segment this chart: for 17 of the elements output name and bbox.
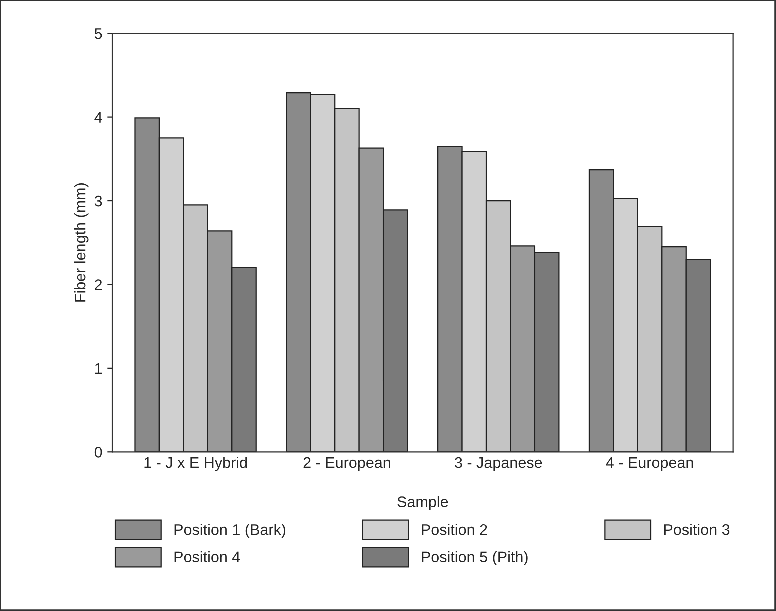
y-tick-label: 2 xyxy=(95,280,102,290)
x-tick-label: 3 - Japanese xyxy=(455,457,542,472)
legend-label: Position 5 (Pith) xyxy=(422,551,528,566)
legend-label: Position 2 xyxy=(422,524,488,536)
legend-label: Position 3 xyxy=(664,524,730,536)
x-tick-label: 1 - J x E Hybrid xyxy=(144,457,248,472)
y-tick-label: 3 xyxy=(94,196,102,207)
y-axis-title: Fiber length (mm) xyxy=(74,184,89,302)
y-tick-label: 5 xyxy=(94,28,102,40)
legend-label: Position 4 xyxy=(174,551,240,563)
y-tick-label: 1 xyxy=(95,363,102,374)
x-axis-title: Sample xyxy=(398,496,448,510)
x-tick-label: 4 - European xyxy=(606,458,694,472)
y-tick-label: 4 xyxy=(94,112,102,123)
x-tick-label: 2 - European xyxy=(304,457,390,472)
legend-label: Position 1 (Bark) xyxy=(174,524,286,538)
y-tick-label: 0 xyxy=(94,447,102,458)
